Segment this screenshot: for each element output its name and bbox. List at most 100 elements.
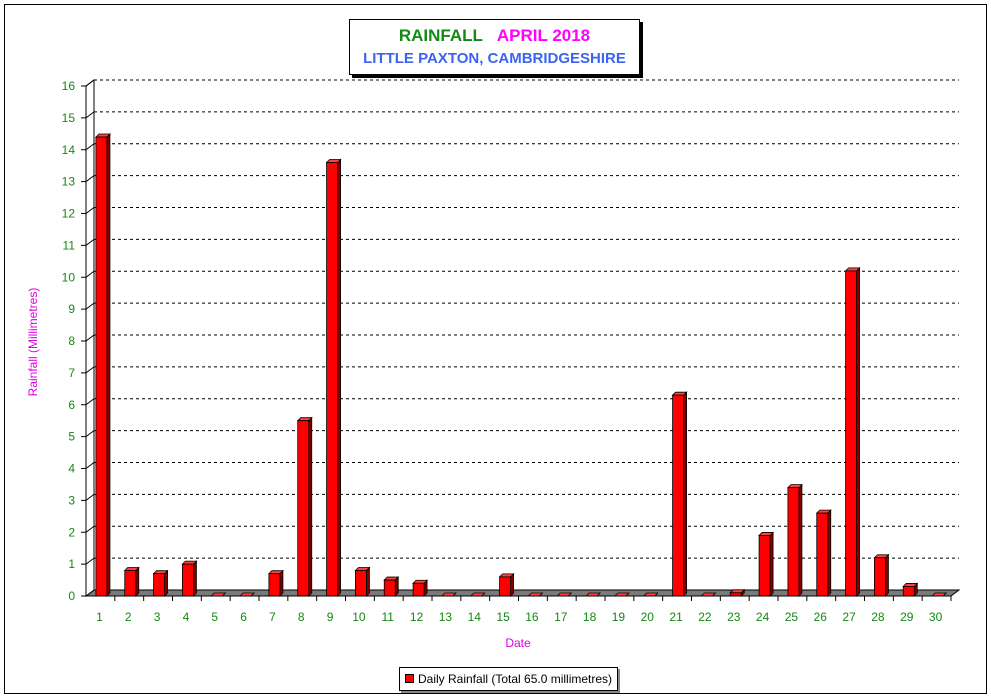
bar-side [510, 572, 514, 597]
grid-line-diagonal [85, 557, 95, 565]
grid-line-diagonal [85, 398, 95, 406]
x-axis-label: Date [505, 636, 531, 650]
x-tick-label: 12 [410, 610, 424, 624]
grid-line-diagonal [85, 334, 95, 342]
x-tick-label: 30 [929, 610, 943, 624]
y-tick-label: 15 [62, 111, 76, 125]
bar-top [815, 509, 832, 514]
x-tick-label: 22 [698, 610, 712, 624]
bar-top [123, 567, 140, 571]
bar [902, 582, 919, 597]
grid-line-diagonal [85, 79, 95, 87]
bar-side [337, 158, 341, 597]
bar-front [383, 579, 396, 597]
bar [296, 416, 313, 597]
bar-front [902, 586, 915, 597]
bar [181, 560, 198, 597]
x-tick-label: 17 [554, 610, 568, 624]
x-tick-label: 15 [496, 610, 510, 624]
grid-line-diagonal [85, 111, 95, 119]
bar [815, 509, 832, 597]
x-tick-label: 14 [468, 610, 482, 624]
bar-front [787, 487, 800, 597]
bar-side [683, 391, 687, 597]
bar-top [94, 133, 111, 138]
bar-side [769, 531, 774, 597]
bar [671, 391, 688, 597]
x-tick-labels: 1 2 3 4 5 6 7 8 9 10 11 12 13 14 15 16 17 18 19 20 21 22 23 24 2… [86, 595, 952, 624]
bar-side [164, 569, 168, 597]
bars [94, 133, 948, 597]
bar-side [279, 569, 284, 597]
bar-side [827, 509, 832, 597]
grid-line-diagonal [85, 366, 95, 374]
grid-line-diagonal [85, 270, 95, 278]
x-tick-label: 10 [352, 610, 366, 624]
y-tick-label: 16 [62, 79, 76, 93]
grid-line-diagonal [85, 175, 95, 183]
bar-front [845, 270, 857, 597]
x-tick-label: 4 [183, 610, 190, 624]
bar-top [786, 484, 803, 489]
bar [94, 133, 111, 597]
x-tick-label: 26 [814, 610, 828, 624]
bar-top [758, 532, 775, 536]
bar [383, 576, 400, 597]
bar-top [354, 567, 371, 571]
bar-top [902, 583, 919, 587]
grid-line-diagonal [85, 302, 95, 310]
bar-top [844, 267, 861, 272]
x-tick-label: 7 [269, 610, 276, 624]
x-tick-label: 19 [612, 610, 626, 624]
grid-line-diagonal [85, 238, 95, 246]
y-tick-label: 11 [63, 238, 76, 252]
x-tick-label: 18 [583, 610, 597, 624]
grid-line-diagonal [85, 207, 95, 214]
chart-title-month: APRIL 2018 [496, 26, 591, 45]
y-tick-label: 9 [68, 302, 75, 316]
bar-top [152, 570, 169, 575]
bar-front [499, 576, 511, 597]
x-tick-label: 28 [871, 610, 885, 624]
bar-side [135, 566, 140, 597]
grid-lines [81, 79, 959, 597]
x-tick-label: 1 [96, 610, 103, 624]
chart-title: RAINFALL [398, 26, 483, 45]
y-tick-label: 1 [68, 557, 75, 571]
chart-title-box: RAINFALL APRIL 2018 LITTLE PAXTON, CAMBRI… [349, 19, 640, 75]
y-tick-label: 3 [68, 493, 75, 507]
bar-top [383, 576, 400, 581]
bar-front [758, 535, 771, 597]
x-tick-label: 16 [525, 610, 539, 624]
bar-front [124, 570, 137, 597]
bar-top [412, 579, 429, 584]
bar-front [182, 563, 194, 597]
bar-top [498, 573, 515, 578]
bar-front [412, 582, 425, 597]
bar-side [308, 416, 313, 597]
y-tick-label: 4 [68, 462, 75, 476]
bar [786, 483, 803, 597]
chart-subtitle: LITTLE PAXTON, CAMBRIDGESHIRE [363, 50, 626, 67]
bar-top [181, 560, 198, 565]
bar [498, 572, 515, 597]
bar [325, 158, 342, 597]
bar-front [355, 570, 367, 597]
grid-line-diagonal [85, 462, 95, 469]
bar-side [193, 560, 197, 597]
bar [354, 566, 371, 597]
bar [758, 531, 775, 597]
bar [844, 266, 861, 597]
y-tick-label: 0 [68, 589, 75, 603]
bar-front [268, 573, 281, 597]
x-tick-label: 2 [125, 610, 132, 624]
y-tick-label: 7 [68, 366, 75, 380]
bar-front [816, 512, 829, 597]
y-tick-label: 10 [62, 270, 76, 284]
x-tick-label: 21 [669, 610, 683, 624]
bar [152, 569, 169, 597]
y-tick-label: 12 [62, 207, 76, 221]
grid-line-diagonal [85, 493, 95, 501]
legend-label: Daily Rainfall (Total 65.0 millimetres) [418, 672, 613, 686]
bar [556, 592, 573, 597]
